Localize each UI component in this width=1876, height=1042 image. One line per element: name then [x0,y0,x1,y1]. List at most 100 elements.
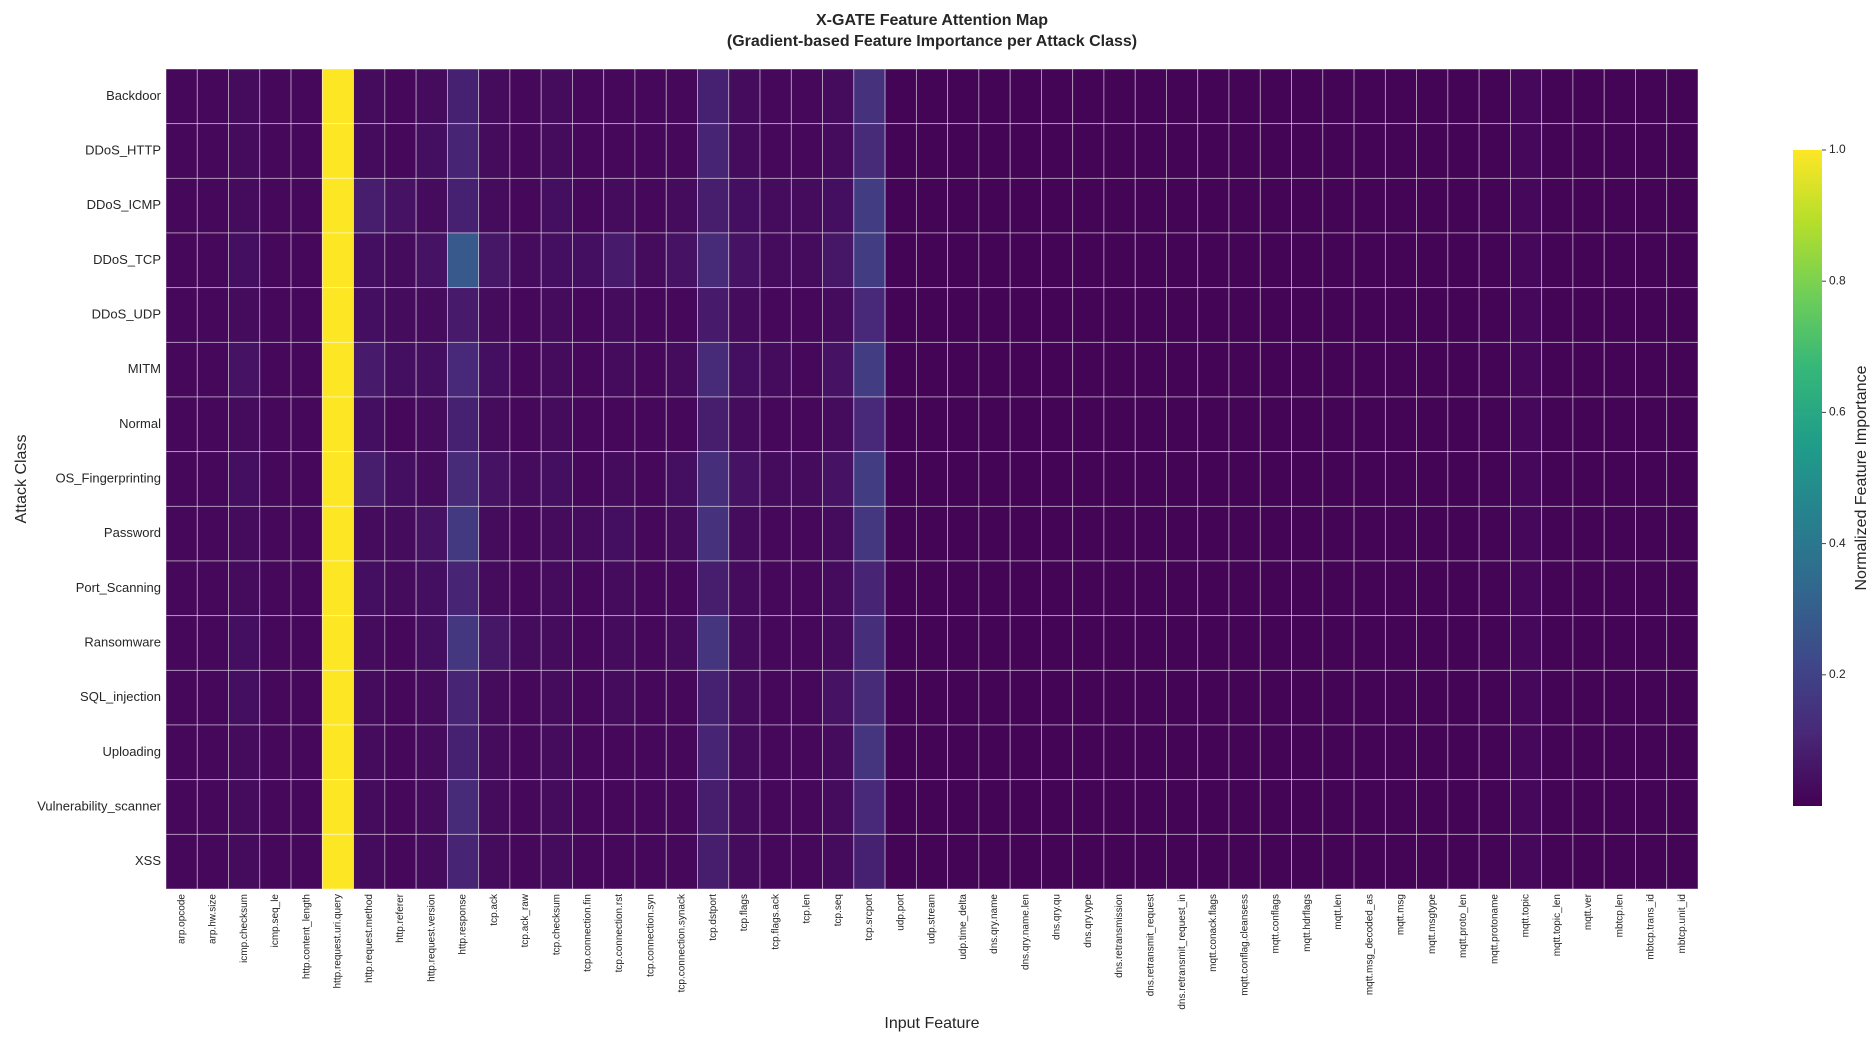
heatmap-cell [384,396,417,453]
heatmap-cell [165,451,198,507]
x-tick-label: mqtt.topic [1521,894,1532,937]
heatmap-cell [665,615,698,671]
heatmap-cell [947,396,980,453]
heatmap-cell [1103,68,1136,125]
heatmap-cell [759,505,792,562]
heatmap-cell [978,177,1011,234]
heatmap-cell [1572,451,1605,507]
heatmap-cell [915,724,949,781]
heatmap-cell [1072,779,1105,835]
heatmap-cell [509,123,542,179]
heatmap-cell [1510,451,1543,507]
heatmap-cell [415,833,448,890]
heatmap-cell [603,724,636,781]
heatmap-cell [1635,451,1668,507]
heatmap-cell [540,451,573,507]
heatmap-cell [1510,232,1543,289]
heatmap-cell [759,724,792,781]
heatmap-cell [228,505,261,562]
heatmap-cell [1322,396,1355,453]
heatmap-cell [728,779,761,835]
heatmap-cell [790,669,823,726]
heatmap-cell [1228,833,1261,890]
heatmap-cell [165,615,198,671]
heatmap-cell [853,396,886,453]
heatmap-cell [1197,560,1230,617]
heatmap-cell [853,177,886,234]
heatmap-cell [603,833,636,890]
heatmap-cell [1166,123,1199,179]
heatmap-cell [540,232,573,289]
heatmap-cell [1666,724,1699,781]
heatmap-cell [1197,669,1230,726]
heatmap-cell [884,451,917,507]
x-tick-label: mqtt.hdrflags [1302,894,1313,952]
heatmap-cell [1009,68,1042,125]
heatmap-cell [728,123,761,179]
x-tick-label: mqtt.topic_len [1552,894,1563,956]
heatmap-cell [572,505,605,562]
heatmap-cell [509,396,542,453]
heatmap-cell [884,232,917,289]
heatmap-cell [1291,615,1324,671]
x-tick-label: udp.stream [927,894,938,944]
heatmap-cell [1510,615,1543,671]
heatmap-cell [1603,232,1636,289]
heatmap-cell [1228,779,1261,835]
heatmap-cell [1072,232,1105,289]
heatmap-cell [1322,669,1355,726]
heatmap-cell [978,505,1011,562]
heatmap-cell [1541,341,1574,398]
heatmap-cell [822,396,855,453]
heatmap-cell [1134,341,1167,398]
heatmap-cell [634,287,667,343]
heatmap-cell [1166,833,1199,890]
heatmap-cell [1635,68,1668,125]
heatmap-cell [1103,560,1136,617]
heatmap-cell [853,779,886,835]
heatmap-cell [1166,505,1199,562]
heatmap-cell [1635,724,1668,781]
heatmap-cell [603,232,636,289]
x-tick-label: dns.qry.type [1083,894,1094,948]
heatmap-cell [446,396,480,453]
heatmap-cell [884,396,917,453]
heatmap-cell [1384,177,1418,234]
heatmap-cell [1259,615,1292,671]
heatmap-cell [321,232,354,289]
heatmap-cell [822,177,855,234]
heatmap-cell [1197,232,1230,289]
heatmap-cell [446,833,480,890]
heatmap-cell [822,560,855,617]
heatmap-cell [665,232,698,289]
heatmap-cell [321,396,354,453]
heatmap-cell [759,396,792,453]
heatmap-cell [1134,833,1167,890]
heatmap-cell [415,724,448,781]
heatmap-cell [1259,779,1292,835]
heatmap-cell [1103,177,1136,234]
heatmap-cell [1635,560,1668,617]
heatmap-cell [822,669,855,726]
heatmap-cell [1603,779,1636,835]
heatmap-cell [415,341,448,398]
x-tick-label: udp.port [895,894,906,931]
heatmap-cell [1353,287,1386,343]
heatmap-cell [384,505,417,562]
heatmap-cell [1259,396,1292,453]
heatmap-cell [697,68,730,125]
heatmap-cell [1447,724,1480,781]
heatmap-cell [196,177,229,234]
heatmap-cell [1416,833,1449,890]
heatmap-cell [478,123,511,179]
x-tick-label: mqtt.msg [1396,894,1407,935]
x-tick-label: mqtt.msgtype [1427,894,1438,954]
x-tick-label: http.request.version [426,894,437,982]
heatmap-cell [1666,779,1699,835]
heatmap-cell [1291,779,1324,835]
heatmap-cell [196,669,229,726]
heatmap-cell [290,451,323,507]
heatmap-cell [321,724,354,781]
heatmap-cell [1197,396,1230,453]
